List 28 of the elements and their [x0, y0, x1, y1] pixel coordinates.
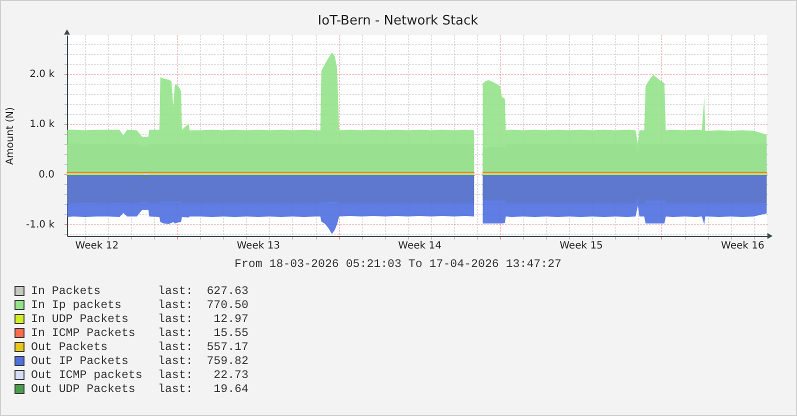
y-tick-label: 2.0 k [30, 69, 55, 80]
legend-label: In Packets [31, 285, 101, 298]
y-tick-label: -1.0 k [26, 219, 55, 230]
text: last: 19.64 [158, 383, 248, 396]
y-axis-title: Amount (N) [5, 107, 16, 165]
text: From 18-03-2026 05:21:03 To 17-04-2026 13:47:27 [234, 258, 562, 271]
legend-label: Out UDP Packets [31, 383, 136, 396]
x-tick-label: Week 15 [560, 240, 603, 252]
text: last: 759.82 [158, 355, 248, 368]
y-tick-label: 1.0 k [30, 119, 55, 130]
y-tick-label: 0.0 [38, 169, 54, 180]
text: last: 22.73 [158, 369, 248, 382]
x-tick-label: Week 16 [721, 240, 764, 252]
x-tick-label: Week 13 [236, 240, 280, 252]
legend-label: In ICMP Packets [31, 327, 136, 340]
text: last: 12.97 [158, 313, 248, 326]
legend-label: In Ip packets [31, 299, 122, 312]
chart-title: IoT-Bern - Network Stack [318, 13, 479, 28]
text: last: 15.55 [158, 327, 248, 340]
text: last: 557.17 [158, 341, 248, 354]
legend-label: Out ICMP packets [31, 369, 142, 382]
x-tick-label: Week 14 [398, 240, 442, 252]
text: last: 627.63 [158, 285, 248, 298]
text: last: 770.50 [158, 299, 248, 312]
legend-label: Out Packets [31, 341, 108, 354]
x-tick-label: Week 12 [75, 240, 119, 252]
legend-label: In UDP Packets [31, 313, 128, 326]
legend-label: Out IP Packets [31, 355, 128, 368]
